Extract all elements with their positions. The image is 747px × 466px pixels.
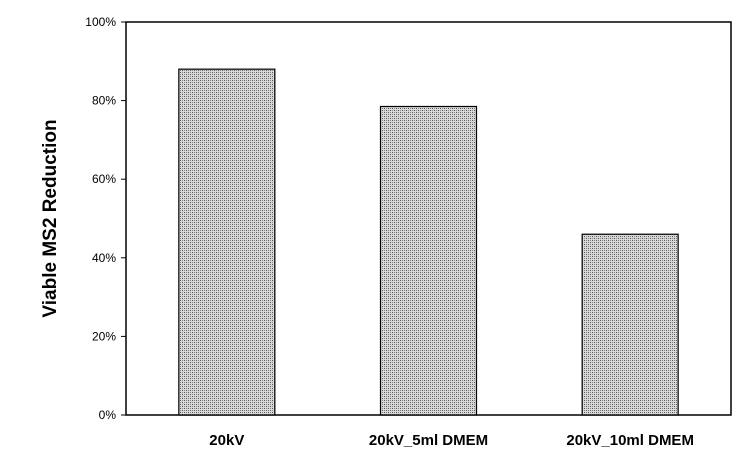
x-axis-tick-labels: 20kV 20kV_5ml DMEM 20kV_10ml DMEM: [209, 432, 694, 449]
y-tick-label: 20%: [92, 329, 116, 343]
x-tick-label: 20kV_5ml DMEM: [369, 432, 488, 449]
y-tick-label: 100%: [85, 15, 116, 29]
y-tick-label: 80%: [92, 94, 116, 108]
bar: [178, 68, 276, 416]
bar: [379, 105, 478, 416]
x-tick-label: 20kV_10ml DMEM: [566, 432, 694, 449]
y-tick-label: 60%: [92, 172, 116, 186]
y-tick-label: 40%: [92, 251, 116, 265]
y-tick-label: 0%: [99, 408, 117, 422]
x-tick-label: 20kV: [209, 432, 244, 449]
y-axis-ticks: 0% 20% 40% 60% 80% 100%: [85, 15, 126, 422]
bars: [178, 68, 679, 416]
y-axis-label: Viable MS2 Reduction: [40, 119, 61, 317]
bar: [581, 233, 679, 416]
